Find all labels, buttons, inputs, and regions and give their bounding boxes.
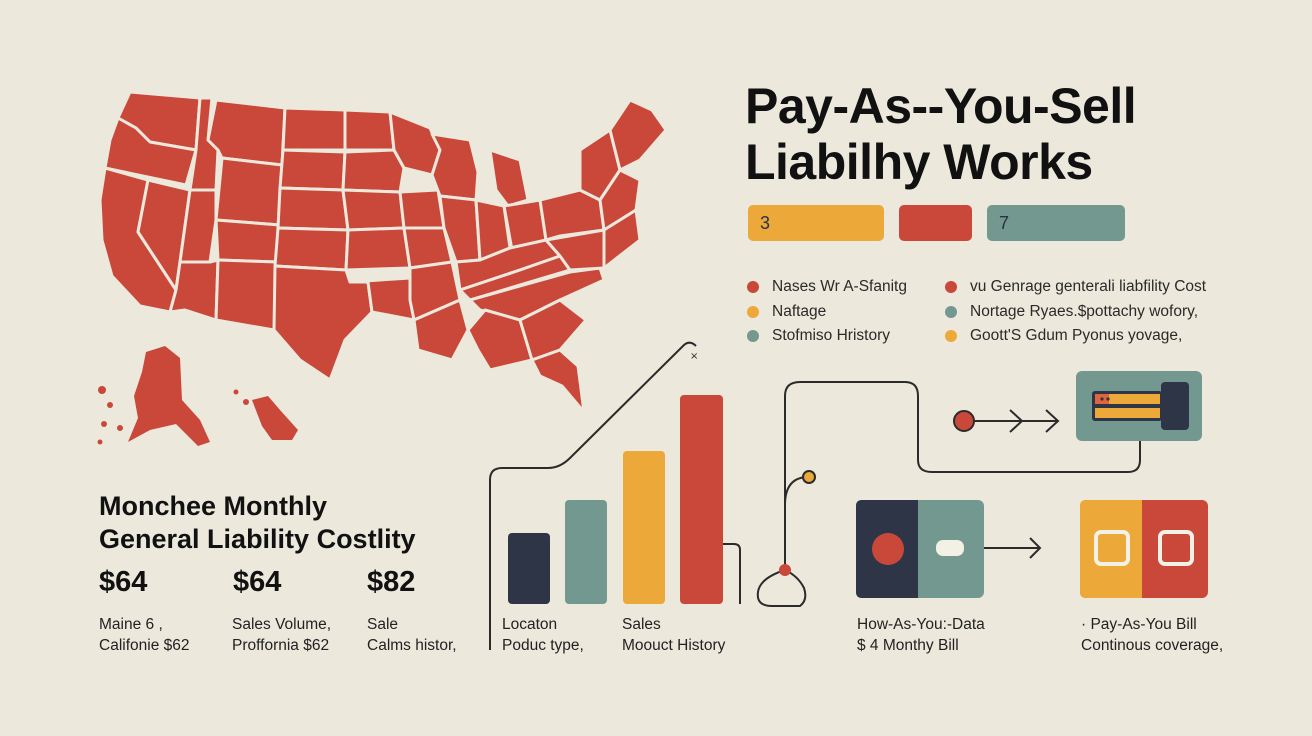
- close-marker-icon[interactable]: ×: [690, 351, 698, 362]
- data-card-icon[interactable]: [856, 500, 984, 598]
- price-value: $64: [99, 566, 148, 598]
- cost-heading-line-2: General Liability Costlity: [99, 524, 416, 554]
- price-value: $82: [367, 566, 416, 598]
- cost-caption: Sales Volume, Proffornia $62: [232, 614, 331, 656]
- legend-item: Nases Wr A-Sfanitg: [747, 278, 907, 296]
- legend-dot-icon: [945, 281, 957, 293]
- caption-line: Continous coverage,: [1081, 637, 1224, 654]
- legend-item: Stofmiso Hristory: [747, 327, 890, 345]
- legend-item: Nortage Ryaes.$pottachy wofory,: [945, 303, 1198, 321]
- alaska-hawaii-icon: [97, 346, 298, 446]
- arrow-right-icon: [984, 537, 1042, 559]
- caption-line: Maine 6 ,: [99, 616, 163, 633]
- caption-line: Poduc type,: [502, 637, 584, 654]
- caption-line: Moouct History: [622, 637, 726, 654]
- pill-teal[interactable]: 7: [987, 205, 1125, 241]
- trend-line: [489, 341, 697, 650]
- cost-heading-line-1: Monchee Monthly: [99, 491, 327, 521]
- legend-label: Stofmiso Hristory: [772, 327, 890, 344]
- legend-dot-icon: [747, 330, 759, 342]
- caption-line: $ 4 Monthy Bill: [857, 637, 959, 654]
- title-line-2: Liabilhy Works: [745, 134, 1093, 190]
- page-title: Pay-As--You-Sell Liabilhy Works: [745, 78, 1265, 190]
- cost-caption: Sale Calms histor,: [367, 614, 457, 656]
- start-node-icon[interactable]: [953, 410, 975, 432]
- bar-history[interactable]: [680, 395, 723, 604]
- cost-caption: Maine 6 , Califonie $62: [99, 614, 189, 656]
- legend-dot-icon: [747, 281, 759, 293]
- legend-item: Goott'S Gdum Pyonus yovage,: [945, 327, 1182, 345]
- title-line-1: Pay-As--You-Sell: [745, 78, 1137, 134]
- caption-line: Proffornia $62: [232, 637, 330, 654]
- caption-line: Sales Volume,: [232, 616, 332, 633]
- legend-label: vu Genrage genterali liabfility Cost: [970, 278, 1207, 295]
- cost-heading: Monchee Monthly General Liability Costli…: [99, 490, 416, 556]
- legend-label: Naftage: [772, 303, 827, 320]
- legend-item: Naftage: [747, 303, 826, 321]
- flow-step-1-caption: How-As-You:-Data $ 4 Monthy Bill: [857, 614, 985, 656]
- bar-sales[interactable]: [623, 451, 665, 604]
- caption-line: Locaton: [502, 616, 558, 633]
- chart-caption-left: Locaton Poduc type,: [502, 614, 584, 656]
- flow-line-main: [784, 381, 1141, 570]
- loop-line: [756, 569, 807, 607]
- pill-red[interactable]: [899, 205, 972, 241]
- node-orange-icon[interactable]: [802, 470, 816, 484]
- legend-label: Nases Wr A-Sfanitg: [772, 278, 907, 295]
- flow-step-2-caption: · Pay-As-You Bill Continous coverage,: [1081, 614, 1223, 656]
- caption-line: · Pay-As-You Bill: [1081, 616, 1197, 633]
- legend-dot-icon: [747, 306, 759, 318]
- double-arrow-icon: [974, 409, 1060, 433]
- bar-product-type[interactable]: [565, 500, 607, 604]
- bar-connector-line: [722, 543, 741, 604]
- caption-line: Califonie $62: [99, 637, 190, 654]
- chart-caption-right: Sales Moouct History: [622, 614, 725, 656]
- caption-line: Calms histor,: [367, 637, 457, 654]
- billing-card-icon[interactable]: [1080, 500, 1208, 598]
- us-map-icon: [98, 90, 668, 414]
- bar-location[interactable]: [508, 533, 550, 604]
- server-card-icon[interactable]: [1076, 371, 1202, 441]
- legend-label: Nortage Ryaes.$pottachy wofory,: [970, 303, 1199, 320]
- legend-label: Goott'S Gdum Pyonus yovage,: [970, 327, 1183, 344]
- legend-item: vu Genrage genterali liabfility Cost: [945, 278, 1206, 296]
- legend-dot-icon: [945, 330, 957, 342]
- pill-orange[interactable]: 3: [748, 205, 884, 241]
- caption-line: Sale: [367, 616, 399, 633]
- caption-line: Sales: [622, 616, 661, 633]
- price-value: $64: [233, 566, 282, 598]
- caption-line: How-As-You:-Data: [857, 616, 985, 633]
- legend-dot-icon: [945, 306, 957, 318]
- node-red-icon[interactable]: [779, 564, 791, 576]
